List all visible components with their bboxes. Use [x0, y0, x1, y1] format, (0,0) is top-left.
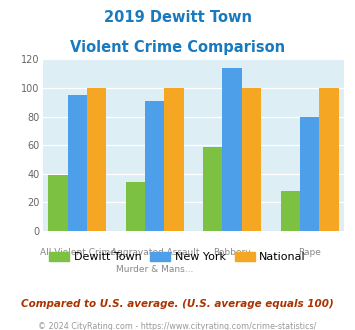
- Bar: [145, 101, 164, 231]
- Bar: [300, 116, 319, 231]
- Bar: [68, 95, 87, 231]
- Text: 2019 Dewitt Town: 2019 Dewitt Town: [104, 10, 251, 25]
- Bar: [319, 88, 339, 231]
- Bar: [203, 147, 223, 231]
- Bar: [242, 88, 261, 231]
- Text: Robbery: Robbery: [213, 248, 251, 257]
- Bar: [126, 182, 145, 231]
- Bar: [87, 88, 106, 231]
- Legend: Dewitt Town, New York, National: Dewitt Town, New York, National: [45, 248, 310, 267]
- Bar: [48, 175, 68, 231]
- Bar: [164, 88, 184, 231]
- Text: Compared to U.S. average. (U.S. average equals 100): Compared to U.S. average. (U.S. average …: [21, 299, 334, 309]
- Text: Violent Crime Comparison: Violent Crime Comparison: [70, 40, 285, 54]
- Bar: [280, 191, 300, 231]
- Text: © 2024 CityRating.com - https://www.cityrating.com/crime-statistics/: © 2024 CityRating.com - https://www.city…: [38, 322, 317, 330]
- Text: Aggravated Assault: Aggravated Assault: [110, 248, 199, 257]
- Text: All Violent Crime: All Violent Crime: [39, 248, 115, 257]
- Bar: [223, 68, 242, 231]
- Text: Rape: Rape: [298, 248, 321, 257]
- Text: Murder & Mans...: Murder & Mans...: [116, 265, 193, 274]
